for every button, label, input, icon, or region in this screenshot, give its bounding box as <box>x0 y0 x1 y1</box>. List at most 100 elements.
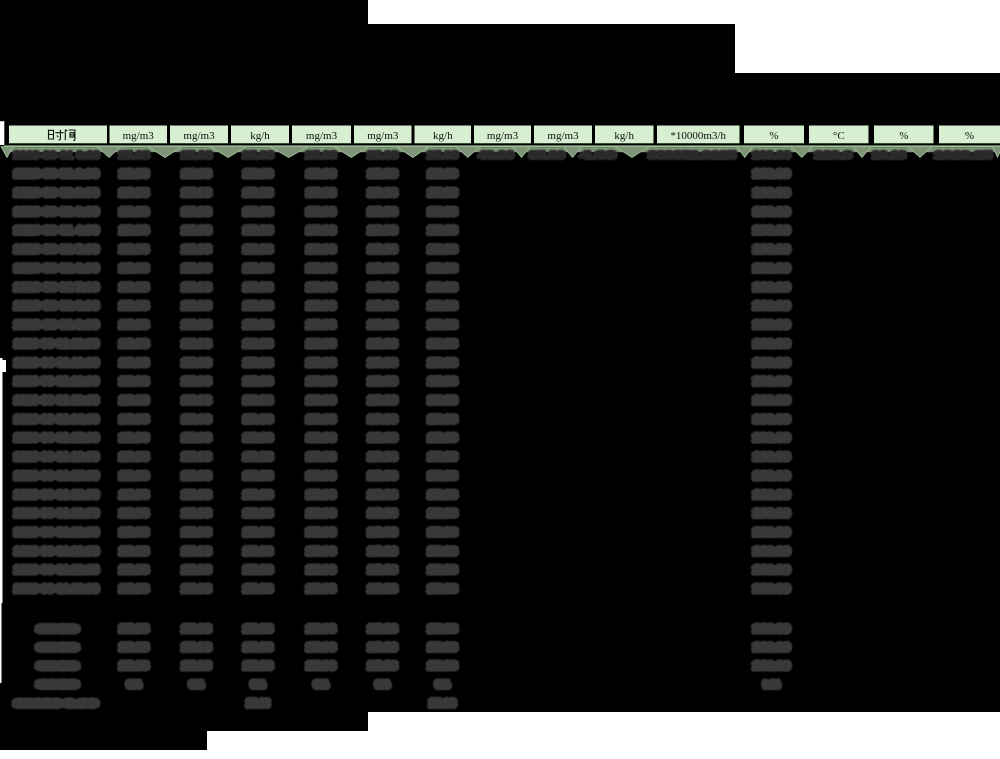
svg-text:25.08: 25.08 <box>368 433 397 444</box>
svg-text:25.08: 25.08 <box>120 433 149 444</box>
svg-text:363052.3125: 363052.3125 <box>648 150 736 161</box>
svg-text:2023-03-01 21:00: 2023-03-01 21:00 <box>15 545 99 557</box>
svg-text:2023-03-01 13:00: 2023-03-01 13:00 <box>15 395 99 407</box>
svg-text:2023-03-01 23:00: 2023-03-01 23:00 <box>15 583 99 595</box>
svg-text:4.00: 4.00 <box>580 150 616 161</box>
svg-text:25.08: 25.08 <box>120 377 149 388</box>
svg-text:25.08: 25.08 <box>368 245 397 256</box>
svg-text:25.08: 25.08 <box>428 433 457 444</box>
svg-text:25.08: 25.08 <box>307 452 336 463</box>
svg-text:25.08: 25.08 <box>307 282 336 293</box>
svg-text:25.08: 25.08 <box>182 282 211 293</box>
svg-text:25.08: 25.08 <box>182 452 211 463</box>
svg-text:mg/m3: mg/m3 <box>306 130 338 142</box>
svg-text:25.08: 25.08 <box>306 150 337 161</box>
svg-text:25.08: 25.08 <box>244 245 273 256</box>
svg-text:25.08: 25.08 <box>182 264 211 275</box>
svg-text:25.08: 25.08 <box>182 207 211 218</box>
svg-text:25.08: 25.08 <box>428 339 457 350</box>
svg-text:100.00: 100.00 <box>754 433 790 444</box>
svg-text:25.08: 25.08 <box>182 339 211 350</box>
svg-text:25.08: 25.08 <box>428 264 457 275</box>
svg-text:100.00: 100.00 <box>752 150 791 161</box>
svg-text:25.08: 25.08 <box>428 624 457 635</box>
svg-text:25.08: 25.08 <box>120 584 149 595</box>
svg-text:100.00: 100.00 <box>754 452 790 463</box>
svg-text:25.08: 25.08 <box>428 320 457 331</box>
svg-text:25.08: 25.08 <box>368 282 397 293</box>
svg-text:25.08: 25.08 <box>244 661 273 672</box>
svg-text:25.08: 25.08 <box>307 661 336 672</box>
svg-text:25.08: 25.08 <box>120 282 149 293</box>
svg-text:25.08: 25.08 <box>182 643 211 654</box>
svg-text:25.08: 25.08 <box>307 264 336 275</box>
svg-text:25.08: 25.08 <box>368 339 397 350</box>
svg-text:25.08: 25.08 <box>182 528 211 539</box>
svg-text:25.08: 25.08 <box>368 490 397 501</box>
svg-text:100.00: 100.00 <box>754 339 790 350</box>
svg-text:29.18: 29.18 <box>872 150 906 161</box>
svg-text:25.08: 25.08 <box>244 643 273 654</box>
svg-text:25.08: 25.08 <box>182 624 211 635</box>
svg-text:25.08: 25.08 <box>307 169 336 180</box>
svg-text:25.08: 25.08 <box>428 661 457 672</box>
svg-text:2023-03-01 3:00: 2023-03-01 3:00 <box>15 206 99 218</box>
svg-text:25.08: 25.08 <box>428 584 457 595</box>
svg-text:25.08: 25.08 <box>244 565 273 576</box>
svg-text:*10000m3/h: *10000m3/h <box>670 130 726 142</box>
svg-text:2023-03-01 11:00: 2023-03-01 11:00 <box>15 357 99 369</box>
svg-text:1013.25: 1013.25 <box>934 150 992 161</box>
svg-text:25.08: 25.08 <box>368 528 397 539</box>
svg-text:25.08: 25.08 <box>368 396 397 407</box>
svg-text:25.08: 25.08 <box>244 624 273 635</box>
svg-text:25.08: 25.08 <box>368 509 397 520</box>
svg-text:25.08: 25.08 <box>428 509 457 520</box>
svg-text:25.08: 25.08 <box>182 565 211 576</box>
svg-text:25.08: 25.08 <box>244 339 273 350</box>
svg-text:100.00: 100.00 <box>754 661 790 672</box>
svg-text:25.08: 25.08 <box>247 699 270 710</box>
svg-text:%: % <box>769 130 778 142</box>
svg-text:25.08: 25.08 <box>120 207 149 218</box>
svg-text:2023-03-01 7:00: 2023-03-01 7:00 <box>15 281 99 293</box>
svg-text:25.08: 25.08 <box>368 624 397 635</box>
svg-text:25.08: 25.08 <box>428 226 457 237</box>
svg-text:25.08: 25.08 <box>307 245 336 256</box>
svg-text:2023-03-01 6:00: 2023-03-01 6:00 <box>15 263 99 275</box>
svg-text:2023-03-01 20:00: 2023-03-01 20:00 <box>15 527 99 539</box>
svg-text:25.08: 25.08 <box>244 546 273 557</box>
svg-text:25.08: 25.08 <box>244 471 273 482</box>
svg-text:100.00: 100.00 <box>754 584 790 595</box>
svg-text:mg/m3: mg/m3 <box>183 130 215 142</box>
svg-text:25.08: 25.08 <box>428 452 457 463</box>
svg-text:0%: 0% <box>314 679 328 689</box>
svg-text:25.08: 25.08 <box>182 226 211 237</box>
svg-text:8888: 8888 <box>39 661 77 671</box>
svg-text:100.00: 100.00 <box>754 264 790 275</box>
svg-text:kg/h: kg/h <box>250 130 270 142</box>
svg-text:25.08: 25.08 <box>119 150 150 161</box>
svg-text:25.08: 25.08 <box>182 377 211 388</box>
svg-text:0%: 0% <box>251 679 265 689</box>
svg-text:2023-03-01 14:00: 2023-03-01 14:00 <box>15 413 99 425</box>
svg-text:mg/m3: mg/m3 <box>487 130 519 142</box>
svg-text:35.00: 35.00 <box>529 150 565 161</box>
svg-text:2023-03-01 17:00: 2023-03-01 17:00 <box>15 470 99 482</box>
svg-text:25.08: 25.08 <box>428 396 457 407</box>
svg-text:25.08: 25.08 <box>244 358 273 369</box>
svg-text:2023-03-01 1:00: 2023-03-01 1:00 <box>15 168 99 180</box>
svg-text:25.08: 25.08 <box>428 643 457 654</box>
svg-text:25.08: 25.08 <box>182 358 211 369</box>
svg-text:129.8: 129.8 <box>814 150 852 161</box>
svg-text:25.08: 25.08 <box>120 245 149 256</box>
svg-text:100.00: 100.00 <box>754 245 790 256</box>
svg-text:25.08: 25.08 <box>182 169 211 180</box>
svg-text:25.08: 25.08 <box>307 188 336 199</box>
svg-text:2023-03-01 9:00: 2023-03-01 9:00 <box>15 319 99 331</box>
svg-text:25.08: 25.08 <box>427 150 458 161</box>
svg-text:25.08: 25.08 <box>307 584 336 595</box>
svg-text:25.08: 25.08 <box>244 264 273 275</box>
svg-text:25.08: 25.08 <box>307 377 336 388</box>
svg-text:25.08: 25.08 <box>307 565 336 576</box>
svg-text:25.08: 25.08 <box>307 207 336 218</box>
